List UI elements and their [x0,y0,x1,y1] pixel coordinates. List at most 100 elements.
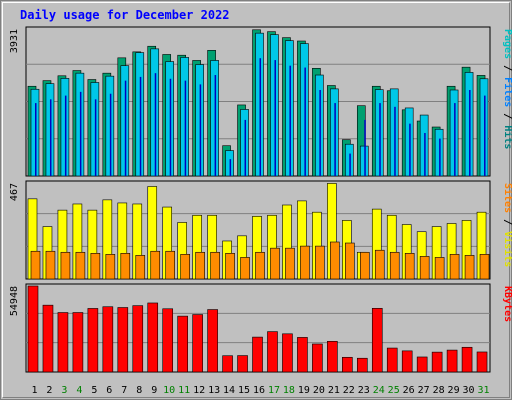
bar-sites-day-2 [45,250,56,280]
bar-pages-day-14 [229,159,232,176]
day-label-8: 8 [136,385,142,396]
bar-sites-day-12 [195,251,205,280]
bar-pages-day-12 [199,84,202,176]
legend-sites: Sites [502,183,512,213]
legend-visits: Visits [502,231,512,267]
bar-kbytes-day-26 [401,350,413,373]
bar-pages-day-31 [484,95,486,176]
bar-sites-day-23 [359,251,370,280]
bar-pages-day-7 [124,80,127,176]
bar-pages-day-18 [289,65,291,176]
bar-kbytes-day-30 [461,346,473,373]
bar-sites-day-22 [345,242,355,280]
day-label-13: 13 [208,385,220,396]
bar-kbytes-day-10 [162,308,174,373]
legend-files: Files [502,77,512,107]
bar-pages-day-26 [409,123,411,176]
day-label-31: 31 [477,385,489,396]
bar-kbytes-day-28 [431,351,443,373]
legend-kbytes: KBytes [502,286,512,322]
bar-pages-day-16 [259,58,262,176]
chart-title: Daily usage for December 2022 [20,8,230,22]
legend-separator: / [502,213,512,231]
bar-pages-day-3 [64,95,67,176]
day-label-28: 28 [433,385,445,396]
bar-sites-day-30 [464,255,475,280]
bar-pages-day-29 [454,103,456,176]
bar-pages-day-8 [139,76,142,176]
bar-sites-day-9 [150,250,161,280]
bar-kbytes-day-29 [446,349,458,373]
day-label-21: 21 [328,385,340,396]
day-label-20: 20 [313,385,325,396]
bar-sites-day-1 [30,250,41,280]
bar-pages-day-27 [424,132,426,176]
bar-pages-day-11 [184,80,187,176]
day-label-19: 19 [298,385,310,396]
bar-pages-day-1 [35,103,37,176]
bar-pages-day-17 [274,60,276,176]
day-label-7: 7 [121,385,127,396]
day-label-16: 16 [253,385,265,396]
y-max-label-kbytes: 54948 [9,286,20,316]
panel-hits-files-pages: 3931 Pages / Files / Hits [9,26,512,177]
bar-sites-day-21 [330,241,340,280]
day-label-26: 26 [403,385,415,396]
day-label-4: 4 [76,385,82,396]
panel-visits-sites: 467 Sites / Visits [9,180,512,280]
bar-kbytes-day-6 [102,306,114,373]
bar-sites-day-4 [75,251,86,280]
day-label-1: 1 [31,385,37,396]
bar-kbytes-day-13 [207,309,218,373]
bar-kbytes-day-11 [177,315,188,373]
day-label-17: 17 [268,385,280,396]
bar-pages-day-6 [109,93,112,176]
bar-sites-day-3 [60,251,71,280]
bar-kbytes-day-12 [192,314,203,373]
bar-kbytes-day-3 [57,312,69,373]
bar-kbytes-day-5 [87,308,99,373]
bar-kbytes-day-31 [476,351,488,373]
bar-kbytes-day-21 [327,341,338,373]
bar-pages-day-21 [334,103,336,176]
bar-kbytes-day-25 [386,347,398,373]
bar-pages-day-30 [469,89,471,176]
bar-pages-day-28 [439,138,441,176]
bar-sites-day-18 [285,247,295,280]
bar-sites-day-6 [105,254,116,280]
day-label-10: 10 [163,385,175,396]
day-label-12: 12 [193,385,205,396]
day-label-9: 9 [151,385,157,396]
bar-sites-day-20 [315,245,325,280]
bar-kbytes-day-1 [27,285,39,373]
day-label-11: 11 [178,385,190,396]
bar-sites-day-8 [135,255,146,280]
bar-kbytes-day-23 [356,357,368,373]
bar-pages-day-24 [379,103,381,176]
bar-sites-day-14 [225,253,235,280]
bar-sites-day-5 [90,253,101,280]
legend-separator: / [502,107,512,125]
bar-sites-day-25 [389,251,400,280]
bar-sites-day-27 [419,256,430,280]
bar-kbytes-day-20 [312,343,323,373]
bar-kbytes-day-16 [252,336,263,373]
legend-hits: Hits [502,125,512,149]
bar-sites-day-31 [479,254,490,280]
bar-kbytes-day-27 [416,356,428,373]
day-label-22: 22 [343,385,355,396]
y-max-label-hits-files-pages: 3931 [9,29,20,53]
bar-pages-day-15 [244,119,247,176]
panel-kbytes: 54948 KBytes [9,283,512,373]
bar-pages-day-4 [79,91,82,176]
day-label-5: 5 [91,385,97,396]
bar-sites-day-17 [270,247,280,280]
bar-pages-day-23 [364,119,366,176]
bar-kbytes-day-17 [267,331,278,373]
day-label-30: 30 [463,385,475,396]
bar-pages-day-19 [304,67,306,176]
bar-pages-day-20 [319,89,321,176]
day-labels: 1 2 3 4 5 6 7 8 9 10 11 12 13 14 15 16 17 18 19 20 21 22 23 24 2… [31,385,489,396]
